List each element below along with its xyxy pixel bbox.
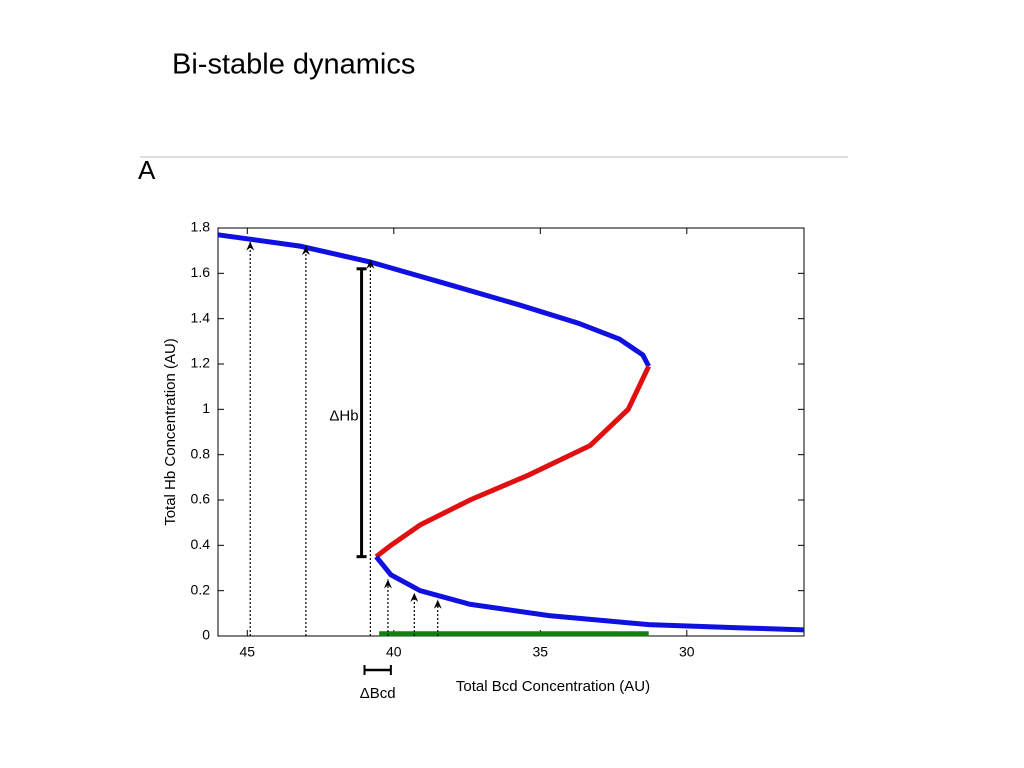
- x-tick-label: 45: [240, 644, 256, 660]
- slide-title: Bi-stable dynamics: [172, 49, 415, 81]
- y-tick-label: 0: [202, 627, 210, 643]
- arrow-head: [410, 592, 419, 602]
- y-tick-label: 0.8: [191, 445, 211, 461]
- curve: [374, 365, 651, 559]
- curve: [217, 232, 651, 368]
- arrow-head: [246, 241, 255, 251]
- curve: [374, 555, 805, 633]
- panel-label: A: [138, 155, 156, 185]
- delta-hb-label: ΔHb: [329, 408, 358, 425]
- y-axis-label: Total Hb Concentration (AU): [162, 338, 179, 526]
- x-axis-label: Total Bcd Concentration (AU): [456, 678, 650, 695]
- y-tick-label: 1.4: [191, 309, 211, 325]
- x-tick-label: 30: [679, 644, 695, 660]
- y-tick-label: 1.6: [191, 264, 211, 280]
- x-tick-label: 35: [533, 644, 549, 660]
- y-tick-label: 1.2: [191, 355, 211, 371]
- delta-bcd-label: ΔBcd: [360, 685, 396, 702]
- arrow-head: [433, 599, 442, 609]
- y-tick-label: 1: [202, 400, 210, 416]
- arrow-head: [383, 579, 392, 589]
- y-tick-label: 1.8: [191, 219, 211, 235]
- arrow-head: [366, 259, 375, 269]
- y-tick-label: 0.4: [191, 536, 211, 552]
- y-tick-label: 0.2: [191, 581, 211, 597]
- x-tick-label: 40: [386, 644, 402, 660]
- y-tick-label: 0.6: [191, 491, 211, 507]
- arrow-head: [301, 246, 310, 256]
